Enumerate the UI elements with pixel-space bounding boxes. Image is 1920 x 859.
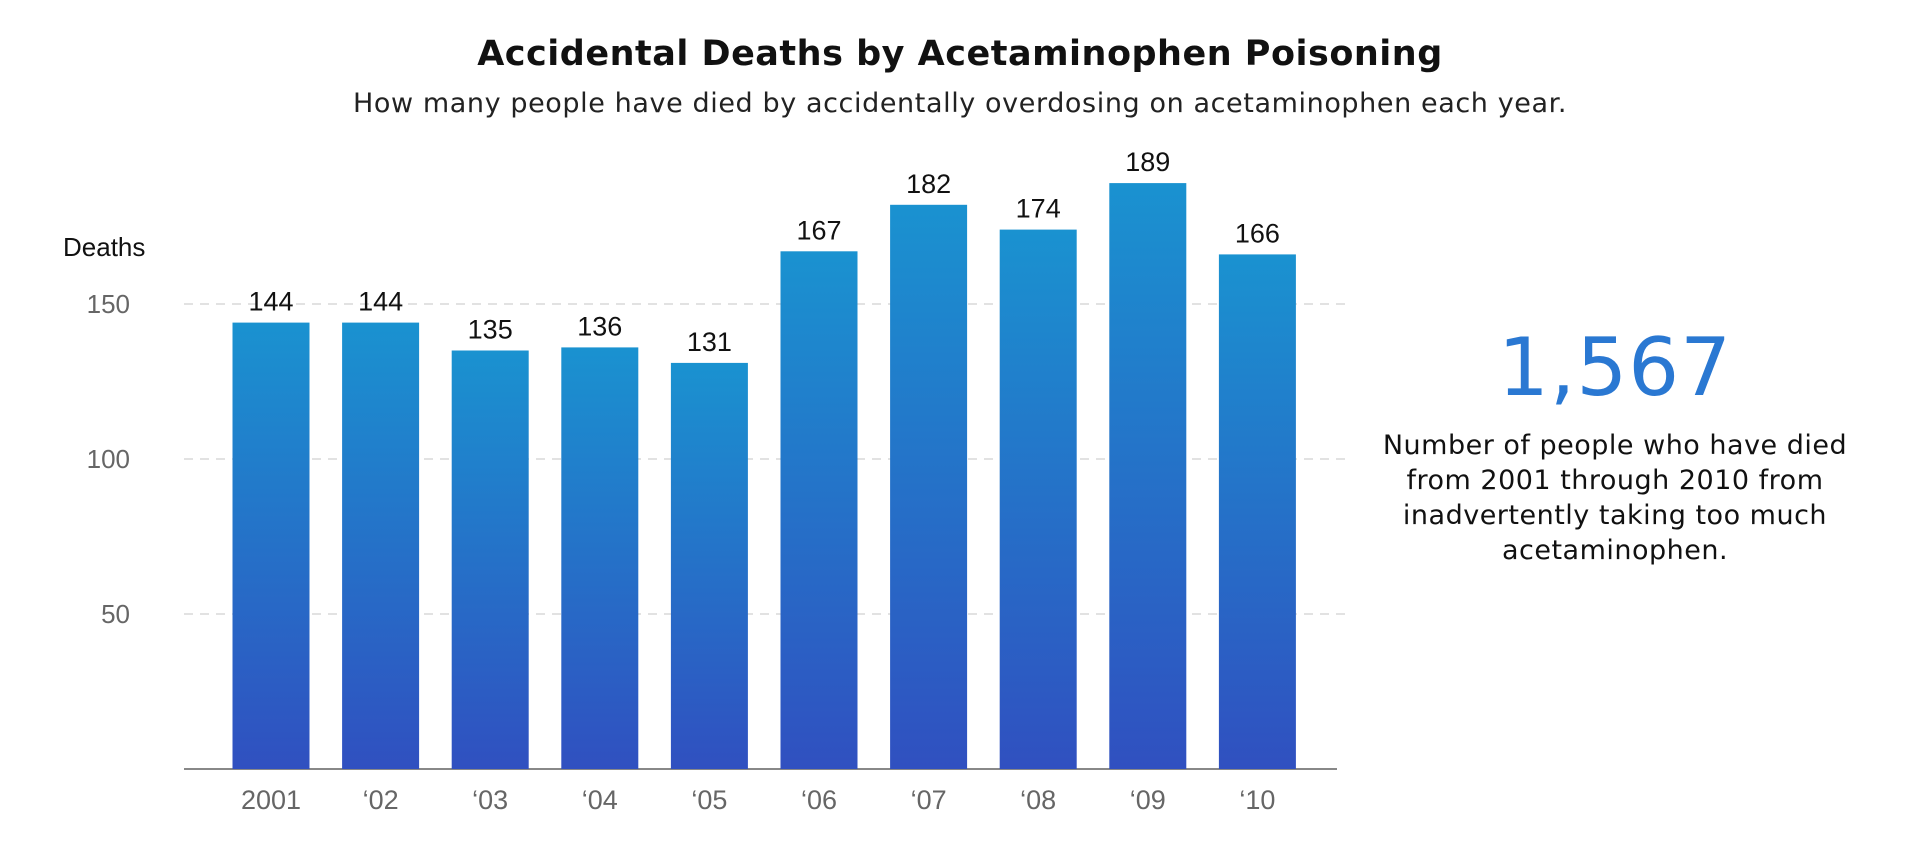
bar <box>999 229 1077 770</box>
summary-panel: 1,567 Number of people who have died fro… <box>1380 320 1850 568</box>
bar-value-label: 182 <box>906 169 951 199</box>
bar-value-label: 166 <box>1235 218 1280 248</box>
bar <box>670 362 748 769</box>
y-tick-label: 150 <box>87 289 130 319</box>
bar <box>890 204 968 770</box>
x-tick-label: ‘09 <box>1130 785 1166 815</box>
bar <box>1109 183 1187 770</box>
x-tick-label: 2001 <box>241 785 301 815</box>
bar <box>342 322 420 769</box>
x-tick-label: ‘05 <box>691 785 727 815</box>
x-tick-label: ‘04 <box>582 785 618 815</box>
bar-value-label: 174 <box>1016 194 1061 224</box>
bar <box>780 251 858 770</box>
y-tick-label: 100 <box>87 444 130 474</box>
total-deaths-number: 1,567 <box>1497 321 1733 414</box>
x-tick-label: ‘07 <box>911 785 947 815</box>
bar <box>1218 254 1296 769</box>
chart-title: Accidental Deaths by Acetaminophen Poiso… <box>477 34 1443 74</box>
x-tick-label: ‘08 <box>1020 785 1056 815</box>
bar-value-label: 131 <box>687 327 732 357</box>
y-axis-label: Deaths <box>63 232 145 262</box>
x-tick-label: ‘10 <box>1239 785 1275 815</box>
bar <box>451 350 529 769</box>
x-tick-label: ‘02 <box>363 785 399 815</box>
bar-value-label: 135 <box>468 315 513 345</box>
chart-subtitle: How many people have died by accidentall… <box>352 88 1568 119</box>
x-tick-label: ‘06 <box>801 785 837 815</box>
total-deaths-description: Number of people who have died from 2001… <box>1382 430 1848 566</box>
bar-value-label: 136 <box>577 311 622 341</box>
bar <box>561 347 639 769</box>
bar-value-label: 189 <box>1125 147 1170 177</box>
bar <box>232 322 310 769</box>
y-tick-label: 50 <box>101 599 130 629</box>
bar-value-label: 144 <box>248 287 293 317</box>
bar-value-label: 144 <box>358 287 403 317</box>
x-tick-label: ‘03 <box>472 785 508 815</box>
bar-value-label: 167 <box>796 215 841 245</box>
